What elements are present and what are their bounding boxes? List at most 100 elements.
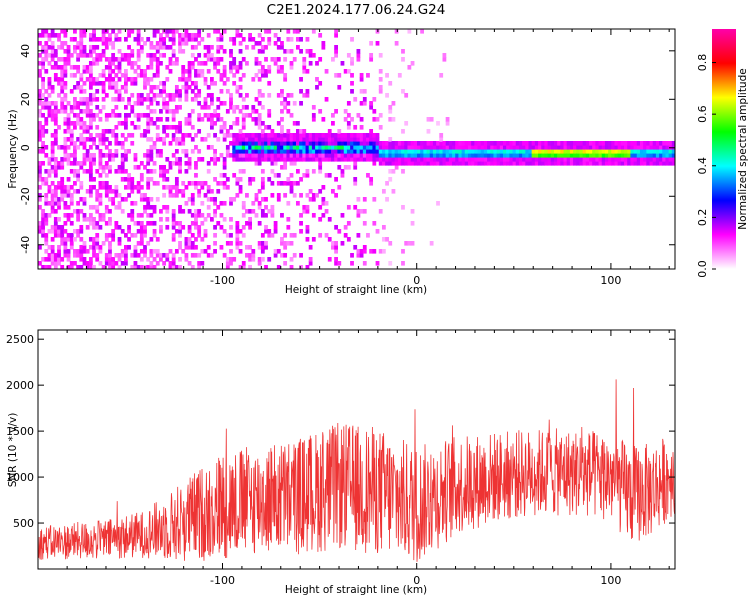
spectrogram-cell [69, 37, 74, 42]
spectrogram-cell [66, 121, 71, 126]
spectrogram-cell [178, 33, 182, 38]
spectrogram-cell [270, 213, 275, 218]
spectrogram-cell [350, 157, 354, 162]
spectrogram-cell [308, 133, 313, 138]
spectrogram-cell [111, 85, 116, 90]
spectrogram-cell [69, 185, 74, 190]
spectrogram-cell [343, 69, 348, 74]
spectrogram-cell [203, 45, 208, 50]
spectrogram-cell [203, 181, 208, 186]
spectrogram-cell [343, 165, 348, 170]
spectrogram-cell [579, 161, 584, 166]
spectrogram-cell [95, 61, 100, 66]
spectrogram-cell [315, 133, 319, 138]
spectrogram-cell [273, 229, 278, 234]
spectrogram-cell [257, 113, 262, 118]
spectrogram-cell [114, 193, 119, 198]
spectrogram-cell [283, 149, 288, 154]
spectrogram-cell [197, 209, 202, 214]
spectrogram-cell [311, 153, 316, 158]
spectrogram-cell [356, 253, 361, 258]
spectrogram-cell [372, 137, 377, 142]
spectrogram-cell [404, 141, 409, 146]
spectrogram-cell [136, 93, 141, 98]
spectrogram-cell [92, 93, 96, 98]
spectrogram-cell [257, 205, 262, 210]
spectrogram-cell [174, 229, 179, 234]
spectrogram-cell [334, 257, 338, 262]
spectrogram-cell [66, 265, 71, 269]
spectrogram-cell [98, 157, 103, 162]
spectrogram-cell [155, 61, 160, 66]
spectrogram-cell [133, 165, 138, 170]
spectrogram-cell [582, 141, 587, 146]
spectrogram-cell [47, 101, 52, 106]
spectrogram-cell [340, 141, 345, 146]
spectrogram-cell [295, 145, 300, 150]
spectrogram-cell [120, 177, 125, 182]
spectrogram-cell [152, 141, 157, 146]
spectrogram-cell [88, 205, 93, 210]
spectrogram-cell [73, 161, 77, 166]
spectrogram-cell [216, 205, 221, 210]
spectrogram-cell [127, 245, 131, 250]
spectrogram-cell [178, 105, 182, 110]
spectrogram-cell [229, 65, 233, 70]
spectrogram-cell [98, 53, 103, 58]
spectrogram-cell [426, 141, 431, 146]
spectrogram-cell [171, 133, 176, 138]
spectrogram-cell [190, 53, 195, 58]
spectrogram-cell [362, 133, 367, 138]
spectrogram-cell [340, 153, 345, 158]
spectrogram-cell [331, 137, 335, 142]
spectrogram-cell [76, 265, 81, 269]
spectrogram-cell [643, 149, 647, 154]
spectrogram-cell [88, 189, 93, 194]
colorbar-tick-label: 0.6 [696, 105, 709, 123]
spectrogram-cell [343, 109, 348, 114]
spectrogram-cell [184, 85, 189, 90]
spectrogram-cell [487, 161, 491, 166]
spectrogram-cell [174, 89, 179, 94]
spectrogram-cell [547, 153, 552, 158]
spectrogram-cell [184, 185, 189, 190]
spectrogram-cell [88, 221, 93, 226]
spectrogram-cell [136, 113, 141, 118]
spectrogram-cell [171, 41, 176, 46]
spectrogram-cell [146, 53, 151, 58]
spectrogram-cell [111, 53, 116, 58]
spectrogram-cell [241, 73, 246, 78]
spectrogram-cell [302, 157, 307, 162]
spectrogram-cell [130, 185, 135, 190]
spectrogram-cell [404, 121, 409, 126]
spectrogram-cell [378, 145, 383, 150]
snr-x-label: Height of straight line (km) [285, 584, 427, 596]
spectrogram-cell [73, 73, 77, 78]
spectrogram-cell [165, 169, 170, 174]
spectrogram-cell [267, 257, 272, 262]
spectrogram-cell [117, 225, 122, 230]
spectrogram-cell [57, 65, 61, 70]
spectrogram-cell [241, 261, 246, 266]
spectrogram-cell [662, 157, 667, 162]
spectrogram-cell [506, 149, 510, 154]
spectrogram-cell [292, 137, 297, 142]
spectrogram-cell [111, 77, 116, 82]
spectrogram-cell [111, 45, 116, 50]
spectrogram-cell [251, 141, 256, 146]
spectrogram-cell [82, 201, 87, 206]
spectrogram-cell [57, 145, 61, 150]
spectrogram-cell [592, 149, 596, 154]
spectrogram-cell [372, 141, 377, 146]
spectrogram-cell [136, 189, 141, 194]
spectrogram-cell [299, 101, 303, 106]
spectrogram-cell [76, 169, 81, 174]
spectrogram-cell [216, 29, 221, 34]
spectrogram-cell [187, 245, 192, 250]
spectrogram-cell [569, 141, 574, 146]
spectrogram-cell [50, 29, 55, 34]
spectrogram-cell [79, 237, 84, 242]
spectrogram-cell [636, 149, 641, 154]
spectrogram-cell [155, 261, 160, 266]
spectrogram-cell [601, 145, 606, 150]
